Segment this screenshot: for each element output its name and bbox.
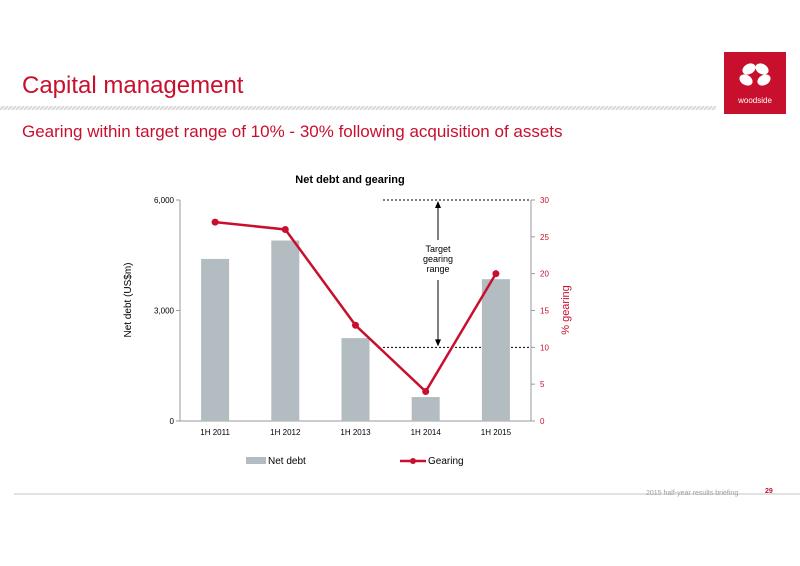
target-range-label: range <box>426 264 449 274</box>
x-tick-label: 1H 2013 <box>340 428 371 437</box>
x-tick-label: 1H 2012 <box>270 428 301 437</box>
footer-rule <box>14 482 800 495</box>
y2-tick-label: 20 <box>540 270 549 279</box>
net-debt-bar <box>271 240 300 421</box>
y-axis-label: Net debt (US$m) <box>123 262 134 337</box>
x-tick-label: 1H 2015 <box>481 428 512 437</box>
slide-subtitle: Gearing within target range of 10% - 30%… <box>22 122 563 141</box>
gearing-point <box>422 388 430 396</box>
flower-icon <box>739 63 771 86</box>
legend-net-debt-swatch <box>246 457 266 464</box>
page-number: 29 <box>765 488 773 495</box>
y-tick-label: 6,000 <box>154 196 175 205</box>
footer-text: 2015 half-year results briefing <box>646 490 739 497</box>
target-arrowhead-up <box>435 201 441 208</box>
target-range-label: gearing <box>423 254 453 264</box>
gearing-point <box>211 218 219 226</box>
y2-tick-label: 30 <box>540 196 549 205</box>
y2-tick-label: 10 <box>540 343 549 352</box>
legend-net-debt-label: Net debt <box>268 456 306 467</box>
slide-title: Capital management <box>22 72 244 99</box>
gearing-point <box>492 270 500 278</box>
gearing-point <box>281 225 289 233</box>
net-debt-bar <box>341 338 370 421</box>
legend: Net debt Gearing <box>246 456 464 467</box>
y2-tick-label: 0 <box>540 417 545 426</box>
target-range-label: Target <box>425 244 451 254</box>
x-tick-label: 1H 2011 <box>200 428 230 437</box>
y2-tick-label: 15 <box>540 307 549 316</box>
net-debt-gearing-chart: Net debt and gearing 0 3,000 6,000 0 5 10 15 20… <box>123 174 572 467</box>
net-debt-bar <box>201 258 230 421</box>
legend-gearing-marker <box>410 458 416 464</box>
y2-tick-label: 5 <box>540 380 545 389</box>
net-debt-bar <box>411 397 440 421</box>
y2-tick-label: 25 <box>540 233 549 242</box>
y-tick-label: 3,000 <box>154 307 175 316</box>
gearing-point <box>352 321 359 329</box>
y2-axis-label: % gearing <box>560 285 572 335</box>
logo-text: woodside <box>738 96 772 105</box>
title-rule <box>0 106 716 110</box>
woodside-logo: woodside <box>724 52 786 114</box>
x-tick-label: 1H 2014 <box>411 428 442 437</box>
chart-title: Net debt and gearing <box>295 174 404 186</box>
legend-gearing-label: Gearing <box>428 456 464 467</box>
target-arrowhead-down <box>435 339 441 347</box>
y-tick-label: 0 <box>170 417 175 426</box>
net-debt-bar <box>481 279 510 421</box>
